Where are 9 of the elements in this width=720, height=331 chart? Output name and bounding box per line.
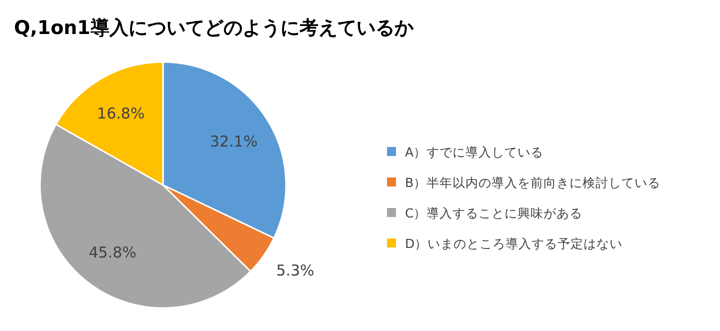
data-label: 32.1% — [210, 132, 258, 150]
legend-label: C）導入することに興味がある — [405, 206, 583, 220]
legend-label: D）いまのところ導入する予定はない — [405, 236, 623, 251]
data-label: 5.3% — [276, 262, 314, 280]
chart-title: Q,1on1導入についてどのように考えているか — [14, 17, 414, 39]
data-label: 16.8% — [97, 104, 145, 123]
legend-label: A）すでに導入している — [405, 144, 544, 160]
legend-label: B）半年以内の導入を前向きに検討している — [405, 175, 661, 190]
data-label: 45.8% — [88, 244, 136, 262]
